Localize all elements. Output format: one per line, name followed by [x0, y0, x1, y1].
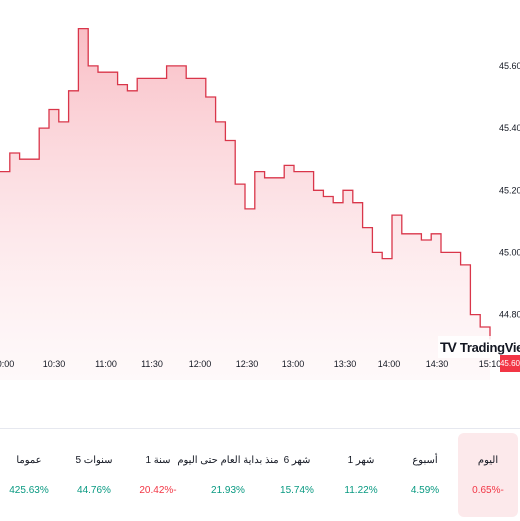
y-tick-label: 45.40	[499, 123, 520, 133]
y-tick-label: 45.60	[499, 61, 520, 71]
period-change-value: 0.65%-	[472, 485, 504, 496]
tradingview-logo-mark: TV	[440, 339, 457, 355]
x-tick-label: 13:00	[282, 359, 305, 369]
period-label: عموما	[16, 455, 42, 466]
price-line	[0, 27, 491, 340]
y-tick-label: 44.80	[499, 310, 520, 320]
x-tick-label: 12:00	[189, 359, 212, 369]
period-label: 5 سنوات	[75, 455, 113, 466]
price-chart[interactable]: 45.60 45.40 45.20 45.00 44.80 10:00 10:30 11:0…	[0, 0, 520, 380]
period-tab-5[interactable]: 1 سنة 20.42%-	[126, 429, 190, 515]
period-change-value: 4.59%	[410, 485, 440, 496]
tradingview-logo-text: TradingView	[459, 339, 520, 355]
x-tick-label: 11:00	[95, 359, 117, 369]
period-change-value: 20.42%-	[139, 485, 177, 496]
period-change-value: 425.63%	[9, 485, 49, 496]
x-tick-label: 14:30	[426, 359, 449, 369]
tradingview-logo[interactable]: TV TradingView	[438, 336, 520, 358]
x-tick-label: 13:30	[334, 359, 357, 369]
y-tick-label: 45.00	[499, 247, 520, 257]
period-tab-7[interactable]: عموما 425.63%	[0, 429, 61, 515]
period-change-value: 11.22%	[344, 485, 378, 496]
period-change-value: 15.74%	[280, 485, 314, 496]
period-tab-2[interactable]: 1 شهر 11.22%	[329, 429, 393, 515]
x-tick-label: 11:30	[141, 359, 163, 369]
y-tick-label: 45.20	[499, 185, 520, 195]
period-label: اليوم	[477, 455, 499, 466]
period-tab-6[interactable]: 5 سنوات 44.76%	[62, 429, 126, 515]
last-price-badge: 45.60	[500, 355, 520, 372]
period-tab-4[interactable]: منذ بداية العام حتى اليوم 21.93%	[168, 429, 288, 515]
period-tab-0[interactable]: اليوم 0.65%-	[458, 433, 518, 517]
x-tick-label: 10:30	[43, 359, 66, 369]
period-label: أسبوع	[412, 455, 438, 466]
period-tab-3[interactable]: 6 شهر 15.74%	[265, 429, 329, 515]
x-tick-label: 10:00	[0, 359, 14, 369]
period-tab-1[interactable]: أسبوع 4.59%	[393, 429, 457, 515]
period-label: 1 سنة	[145, 455, 171, 466]
period-label: منذ بداية العام حتى اليوم	[177, 455, 279, 466]
x-tick-label: 14:00	[378, 359, 401, 369]
period-change-value: 44.76%	[77, 485, 111, 496]
x-tick-label: 12:30	[236, 359, 259, 369]
x-tick-label: 15:10	[479, 359, 502, 369]
chart-svg[interactable]: 45.60 45.40 45.20 45.00 44.80 10:00 10:30 11:0…	[0, 0, 520, 380]
performance-periods: اليوم 0.65%- أسبوع 4.59% 1 شهر 11.22% 6 شهر 15.…	[0, 428, 520, 521]
period-change-value: 21.93%	[211, 485, 245, 496]
period-label: 1 شهر	[347, 455, 375, 466]
period-label: 6 شهر	[283, 455, 311, 466]
